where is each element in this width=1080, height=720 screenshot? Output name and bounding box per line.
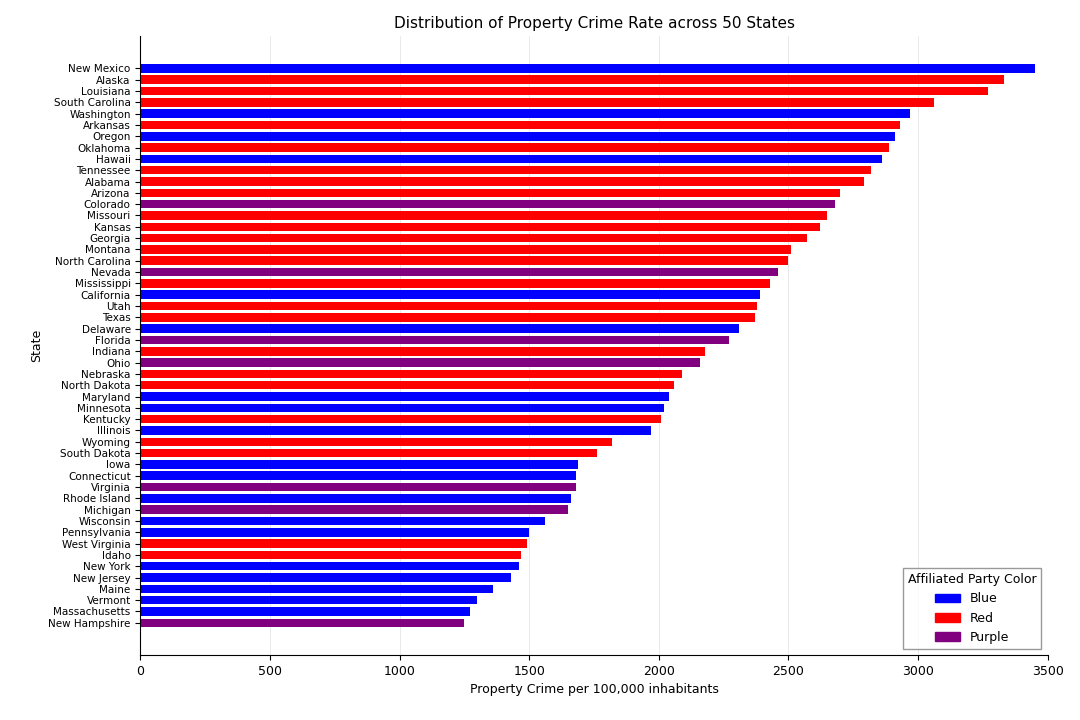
Bar <box>140 200 835 208</box>
Bar <box>140 279 770 287</box>
Bar <box>140 256 788 265</box>
Bar <box>140 517 544 525</box>
Bar <box>140 449 596 457</box>
Bar <box>140 177 864 186</box>
Bar <box>140 505 568 514</box>
Bar <box>140 585 492 593</box>
Bar <box>140 347 705 356</box>
Bar <box>140 607 470 616</box>
Bar <box>140 336 729 344</box>
Bar <box>140 528 529 536</box>
Bar <box>140 551 522 559</box>
Bar <box>140 290 760 299</box>
Bar <box>140 121 900 129</box>
Bar <box>140 359 700 366</box>
Legend: Blue, Red, Purple: Blue, Red, Purple <box>903 568 1041 649</box>
Bar <box>140 404 664 412</box>
Y-axis label: State: State <box>30 329 43 362</box>
Bar <box>140 596 477 604</box>
Bar <box>140 76 1003 84</box>
Bar <box>140 483 576 491</box>
Bar <box>140 268 778 276</box>
Bar <box>140 494 570 503</box>
Bar <box>140 211 827 220</box>
X-axis label: Property Crime per 100,000 inhabitants: Property Crime per 100,000 inhabitants <box>470 683 718 696</box>
Bar <box>140 573 511 582</box>
Bar <box>140 109 910 118</box>
Bar <box>140 234 807 243</box>
Bar <box>140 618 464 627</box>
Bar <box>140 313 755 322</box>
Bar <box>140 166 872 174</box>
Bar <box>140 438 612 446</box>
Bar <box>140 189 840 197</box>
Bar <box>140 222 820 231</box>
Bar <box>140 381 674 390</box>
Bar <box>140 460 579 469</box>
Bar <box>140 64 1035 73</box>
Bar <box>140 132 894 140</box>
Bar <box>140 155 881 163</box>
Bar <box>140 87 988 95</box>
Bar <box>140 472 576 480</box>
Bar <box>140 426 651 435</box>
Bar <box>140 143 890 152</box>
Bar <box>140 246 791 253</box>
Bar <box>140 325 739 333</box>
Bar <box>140 369 683 378</box>
Bar <box>140 539 527 548</box>
Bar <box>140 392 670 401</box>
Bar <box>140 98 933 107</box>
Bar <box>140 562 518 570</box>
Bar <box>140 415 661 423</box>
Title: Distribution of Property Crime Rate across 50 States: Distribution of Property Crime Rate acro… <box>393 16 795 31</box>
Bar <box>140 302 757 310</box>
